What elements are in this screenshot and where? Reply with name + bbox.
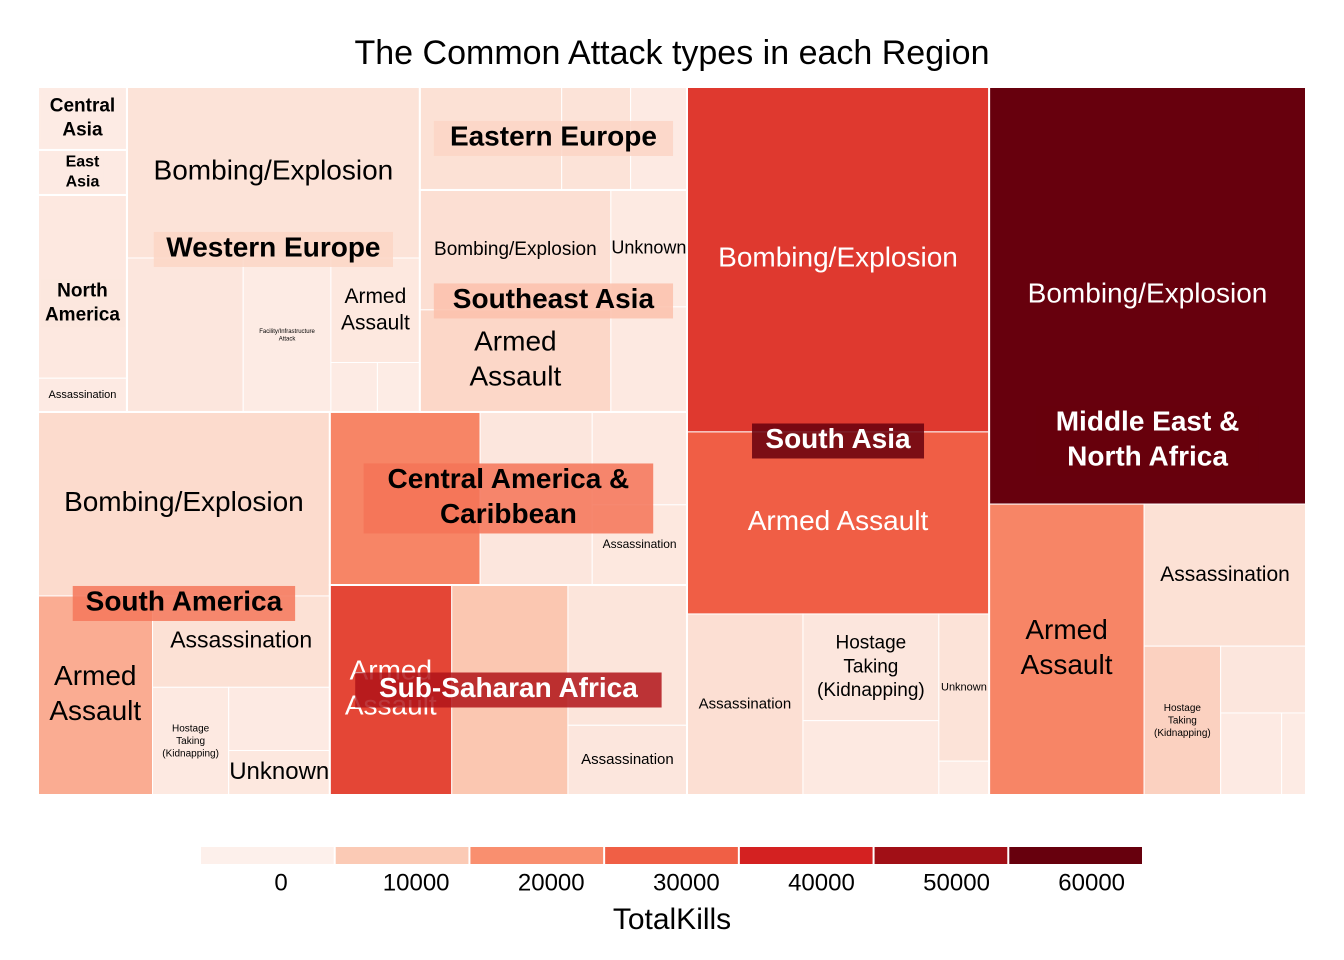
region-label: Central America & Caribbean — [388, 463, 630, 529]
tile — [802, 613, 940, 722]
region-label-bg — [433, 283, 674, 319]
tile — [1281, 712, 1307, 796]
tile-label: Bombing/Explosion — [1028, 278, 1268, 309]
tile — [419, 309, 612, 413]
tile — [126, 257, 244, 413]
tile-label: Assassination — [49, 389, 117, 401]
region-label-bg — [40, 279, 125, 328]
tile — [228, 750, 331, 796]
tile-label: Assassination — [1160, 563, 1290, 586]
tile-label: Bombing/Explosion — [434, 239, 597, 260]
region-label: Southeast Asia — [453, 283, 655, 314]
tile — [686, 613, 804, 796]
tile — [330, 257, 421, 364]
tile — [938, 760, 990, 796]
tile — [37, 595, 154, 796]
tile — [152, 686, 230, 796]
tile-label: Bombing/Explosion — [154, 155, 394, 186]
legend-swatch — [739, 847, 873, 864]
tile — [686, 86, 990, 433]
region-label: South Asia — [765, 423, 911, 454]
region-border — [418, 86, 688, 191]
region-label: Western Europe — [166, 232, 380, 263]
tile — [1220, 645, 1307, 714]
tile-label: Assassination — [699, 695, 792, 712]
tile-label: Bombing/Explosion — [718, 242, 958, 273]
region-label: Sub-Saharan Africa — [379, 672, 638, 703]
region-label: South America — [86, 586, 283, 617]
legend-swatch — [470, 847, 604, 864]
tile-label: Assassination — [581, 751, 674, 768]
region-label-bg — [355, 672, 662, 708]
tile — [567, 724, 688, 796]
legend-title: TotalKills — [613, 903, 731, 936]
tile — [938, 613, 990, 762]
legend-swatch — [335, 847, 469, 864]
region-label-bg — [363, 463, 654, 534]
region-label-bg — [433, 120, 674, 156]
legend-swatch — [201, 847, 334, 864]
tile — [610, 306, 688, 413]
tile-label: Hostage Taking (Kidnapping) — [1154, 703, 1211, 739]
tile — [988, 503, 1145, 796]
legend-tick-label: 10000 — [383, 869, 450, 896]
legend-tick-label: 20000 — [518, 869, 585, 896]
tile — [330, 362, 378, 413]
tile — [1143, 645, 1222, 796]
region-label: Central Asia — [50, 96, 115, 141]
tile-label: Hostage Taking (Kidnapping) — [162, 723, 219, 759]
region-label-bg — [1036, 406, 1259, 476]
tile — [37, 411, 331, 597]
tile-label: Bombing/Explosion — [64, 486, 304, 517]
legend-tick-label: 0 — [274, 869, 287, 896]
tile — [1143, 503, 1307, 647]
tile-label: Unknown — [229, 758, 329, 785]
region-label-bg — [752, 423, 925, 459]
tile-label: Facility/Infrastructure Attack — [259, 329, 315, 343]
legend-swatch — [874, 847, 1008, 864]
tile — [1220, 712, 1283, 796]
chart-title: The Common Attack types in each Region — [355, 34, 990, 72]
region-label: North America — [45, 281, 120, 326]
legend-tick-label: 40000 — [788, 869, 855, 896]
tile — [242, 257, 332, 413]
tile — [376, 362, 421, 413]
region-label-bg — [40, 94, 125, 143]
legend-swatch — [1009, 847, 1142, 864]
tile-label: Unknown — [611, 237, 686, 257]
tile — [228, 686, 331, 752]
tile-label: Assassination — [603, 537, 677, 551]
legend-swatch — [605, 847, 738, 864]
tile-label: Assassination — [170, 627, 312, 653]
legend-tick-label: 60000 — [1058, 869, 1125, 896]
region-border — [37, 148, 128, 196]
tile-label: Unknown — [941, 681, 987, 693]
tile — [802, 720, 940, 796]
region-label-bg — [153, 231, 394, 267]
legend-tick-label: 50000 — [923, 869, 990, 896]
tile-label: Hostage Taking (Kidnapping) — [817, 633, 925, 702]
region-label: East Asia — [66, 154, 100, 191]
tile-label: Armed Assault — [748, 505, 929, 536]
region-label-bg — [72, 585, 296, 621]
legend-tick-label: 30000 — [653, 869, 720, 896]
region-label: Middle East & North Africa — [1056, 406, 1240, 472]
region-label-bg — [61, 152, 104, 193]
tile — [686, 431, 990, 615]
region-label: Eastern Europe — [450, 121, 657, 152]
